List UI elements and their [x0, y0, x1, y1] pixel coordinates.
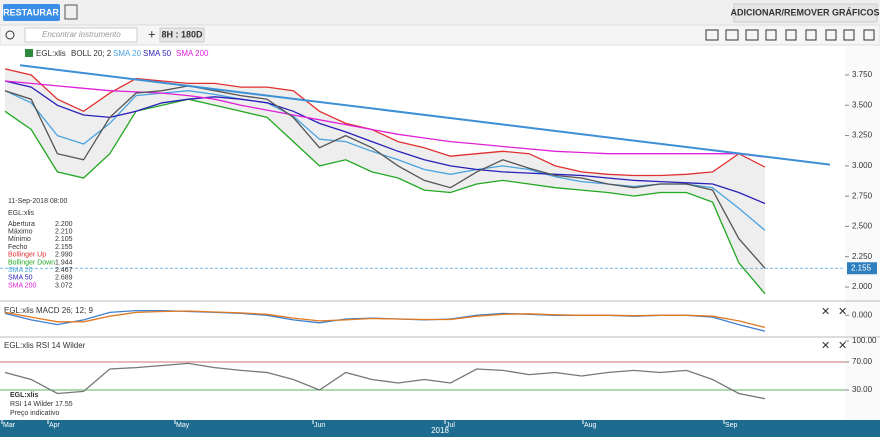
info-instrument: EGL:xlis: [8, 210, 35, 217]
info-label: Máximo: [8, 229, 33, 236]
y-tick-label: 2.000: [852, 282, 873, 291]
info-value: 2.990: [55, 252, 73, 259]
last-price-label: 2.155: [851, 263, 872, 272]
legend-swatch: [25, 49, 33, 57]
month-label: May: [176, 422, 190, 429]
y-tick-label: 3.250: [852, 131, 873, 140]
link-icon[interactable]: [5, 30, 15, 40]
tool-icon[interactable]: [863, 29, 875, 41]
add-icon[interactable]: +: [148, 26, 156, 41]
rsi-readout-instrument: EGL:xlis: [10, 392, 39, 399]
series-line: [4, 90, 766, 231]
popout-icon[interactable]: [64, 4, 78, 20]
restore-button[interactable]: [3, 4, 60, 21]
close-panel[interactable]: ✕: [821, 306, 830, 318]
legend-boll: BOLL 20; 2: [71, 49, 112, 58]
search-box[interactable]: [24, 27, 138, 43]
legend-sma20: SMA 20: [113, 49, 142, 58]
tool-icon[interactable]: [765, 29, 777, 41]
y-tick-label: 70.00: [852, 357, 873, 366]
add-remove-label: ADICIONAR/REMOVER GRÁFICOS: [730, 7, 879, 17]
last-price-tag: [847, 262, 877, 275]
add-remove-button[interactable]: [733, 3, 878, 23]
period-button[interactable]: [159, 27, 205, 43]
series-line: [4, 98, 766, 295]
search-placeholder: Encontrar instrumento: [42, 30, 121, 39]
bollinger-band: [5, 68, 765, 294]
series-line: [4, 310, 766, 329]
y-tick-label: 3.500: [852, 100, 873, 109]
info-label: SMA 20: [8, 267, 33, 274]
y-tick-label: 3.750: [852, 70, 873, 79]
tool-icon[interactable]: [785, 29, 797, 41]
legend: EGL:xlis BOLL 20; 2 SMA 20 SMA 50 SMA 20…: [25, 49, 209, 58]
info-label: Mínimo: [8, 236, 31, 243]
info-date: 11-Sep-2018 08:00: [8, 198, 68, 205]
y-tick-label: 30.00: [852, 385, 873, 394]
info-label: Fecho: [8, 244, 28, 251]
y-tick-label: 2.250: [852, 252, 873, 261]
series-line: [4, 362, 766, 400]
period-label: 8H : 180D: [161, 29, 203, 39]
y-tick-label: 100.00: [852, 336, 877, 345]
info-label: SMA 50: [8, 275, 33, 282]
info-label: SMA 200: [8, 282, 37, 289]
tool-bar: [0, 24, 880, 46]
month-label: Mar: [3, 422, 16, 429]
tool-icon[interactable]: [805, 29, 817, 41]
series-line: [4, 309, 766, 332]
info-value: 2.105: [55, 236, 73, 243]
restore-label: RESTAURAR: [3, 7, 59, 17]
price-axis-bg: [845, 46, 880, 420]
info-value: 2.689: [55, 275, 73, 282]
month-label: Apr: [49, 422, 61, 429]
info-value: 2.467: [55, 267, 73, 274]
remove-panel[interactable]: ✕: [838, 306, 847, 318]
info-value: 1.944: [55, 259, 73, 266]
month-label: Aug: [584, 422, 597, 429]
info-label: Abertura: [8, 221, 35, 228]
rsi-readout-note: Preço indicativo: [10, 410, 60, 417]
trend-line: [19, 64, 831, 166]
tool-icon[interactable]: [843, 29, 855, 41]
tool-icon[interactable]: [825, 29, 837, 41]
top-bar: [0, 0, 880, 25]
month-label: Jul: [446, 422, 455, 429]
y-tick-label: 2.750: [852, 191, 873, 200]
legend-sma200: SMA 200: [176, 49, 209, 58]
y-tick-label: 0.000: [852, 310, 873, 319]
remove-panel[interactable]: ✕: [838, 340, 847, 352]
chart-tools: [705, 29, 875, 41]
close-panel[interactable]: ✕: [821, 340, 830, 352]
series-line: [4, 85, 766, 269]
legend-instrument: EGL:xlis: [36, 49, 66, 58]
y-tick-label: 3.000: [852, 161, 873, 170]
info-value: 2.200: [55, 221, 73, 228]
info-value: 3.072: [55, 282, 73, 289]
info-value: 2.155: [55, 244, 73, 251]
rsi-readout-value: RSI 14 Wilder 17.55: [10, 401, 73, 408]
series-line: [4, 80, 766, 158]
month-label: Jun: [314, 422, 325, 429]
month-label: Sep: [725, 422, 738, 429]
time-axis-bg: [0, 420, 880, 437]
info-value: 2.210: [55, 229, 73, 236]
info-label: Bollinger Up: [8, 252, 46, 259]
y-tick-label: 2.500: [852, 222, 873, 231]
info-label: Bollinger Down: [8, 259, 55, 266]
tool-icon[interactable]: [745, 29, 759, 41]
rsi-title: EGL:xlis RSI 14 Wilder: [4, 341, 86, 350]
year-label: 2018: [431, 426, 449, 435]
tool-icon[interactable]: [725, 29, 739, 41]
tool-icon[interactable]: [705, 29, 719, 41]
legend-sma50: SMA 50: [143, 49, 172, 58]
macd-title: EGL:xlis MACD 26; 12; 9: [4, 306, 93, 315]
series-line: [4, 80, 766, 205]
series-line: [4, 68, 766, 177]
